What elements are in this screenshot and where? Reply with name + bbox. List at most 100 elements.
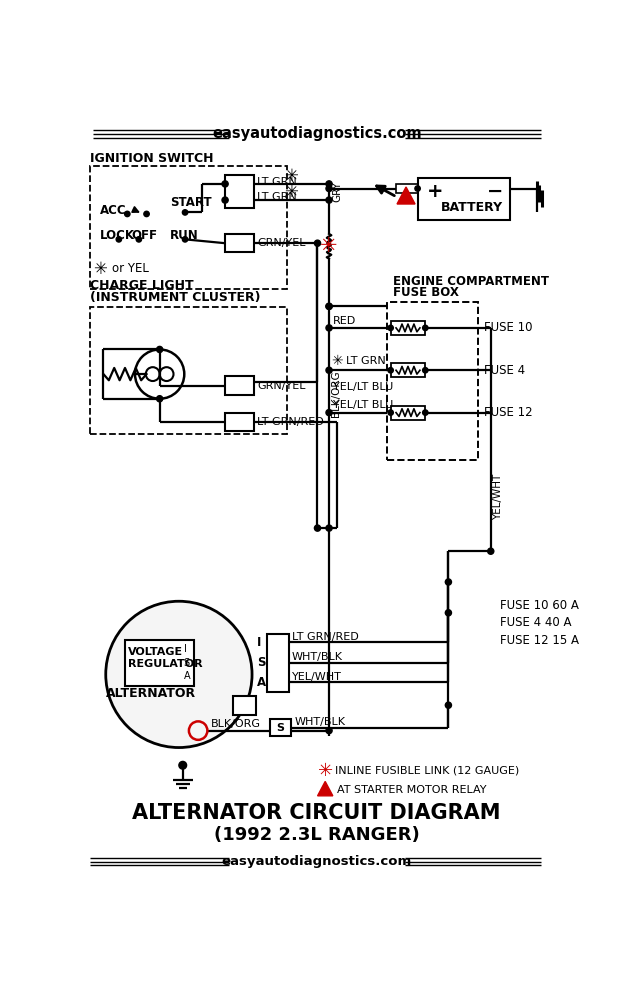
Text: RED: RED (333, 316, 356, 326)
Circle shape (326, 303, 332, 309)
Circle shape (388, 325, 393, 331)
Text: ✳: ✳ (318, 762, 332, 780)
Text: GRY: GRY (332, 181, 342, 202)
Bar (233, 696, 256, 715)
Text: ALTERNATOR: ALTERNATOR (106, 687, 196, 700)
Circle shape (315, 525, 321, 531)
Circle shape (446, 579, 452, 585)
Text: ✳: ✳ (284, 167, 298, 185)
Bar (125, 640, 194, 686)
Text: FUSE 12 15 A: FUSE 12 15 A (500, 634, 579, 647)
Text: AT STARTER MOTOR RELAY: AT STARTER MOTOR RELAY (337, 785, 486, 795)
Bar (391, 321, 425, 335)
Text: ✳: ✳ (284, 183, 298, 201)
Circle shape (106, 601, 252, 748)
Text: (1992 2.3L RANGER): (1992 2.3L RANGER) (214, 826, 420, 844)
Circle shape (222, 197, 228, 203)
Text: LT GRN: LT GRN (258, 177, 297, 187)
Text: (INSTRUMENT CLUSTER): (INSTRUMENT CLUSTER) (90, 291, 261, 304)
Text: RUN: RUN (170, 229, 198, 242)
Text: FUSE 4 40 A: FUSE 4 40 A (500, 616, 572, 629)
Text: FUSE 10: FUSE 10 (484, 321, 532, 334)
Text: or YEL: or YEL (112, 262, 149, 275)
Text: FUSE 4: FUSE 4 (484, 364, 525, 377)
Circle shape (125, 211, 130, 217)
Circle shape (423, 410, 428, 415)
Text: YEL/LT BLU: YEL/LT BLU (333, 382, 393, 392)
Circle shape (315, 240, 321, 246)
Polygon shape (318, 781, 333, 796)
Text: +: + (427, 182, 443, 201)
Circle shape (136, 237, 142, 242)
Text: S: S (276, 723, 284, 733)
Circle shape (326, 525, 332, 531)
Circle shape (423, 368, 428, 373)
Text: ALTERNATOR CIRCUIT DIAGRAM: ALTERNATOR CIRCUIT DIAGRAM (132, 803, 501, 823)
Circle shape (446, 610, 452, 616)
Bar (225, 234, 255, 252)
Circle shape (326, 728, 332, 734)
Bar (269, 719, 291, 736)
Text: BLK/ORG: BLK/ORG (331, 370, 341, 417)
Text: S: S (256, 656, 265, 669)
Text: CHARGE LIGHT: CHARGE LIGHT (90, 279, 194, 292)
Circle shape (388, 368, 393, 373)
Text: START: START (170, 196, 211, 209)
Text: I: I (256, 636, 261, 649)
Text: OFF: OFF (131, 229, 157, 242)
Text: IGNITION SWITCH: IGNITION SWITCH (90, 152, 214, 165)
Text: ✳: ✳ (93, 260, 106, 278)
Circle shape (182, 237, 188, 242)
Text: LT GRN/RED: LT GRN/RED (292, 632, 359, 642)
Text: BLK/ORG: BLK/ORG (211, 719, 260, 729)
Text: easyautodiagnostics.com: easyautodiagnostics.com (212, 126, 421, 141)
Text: −: − (487, 182, 503, 201)
Circle shape (179, 761, 187, 769)
Text: WHT/BLK: WHT/BLK (292, 652, 343, 662)
Bar (90, 166, 287, 289)
Circle shape (326, 325, 332, 331)
Text: WHT/BLK: WHT/BLK (294, 717, 345, 727)
Polygon shape (397, 187, 415, 204)
Text: YEL/WHT: YEL/WHT (292, 672, 342, 682)
Circle shape (326, 367, 332, 373)
Circle shape (326, 197, 332, 203)
Circle shape (182, 210, 188, 215)
Text: FUSE 10 60 A: FUSE 10 60 A (500, 599, 579, 612)
Circle shape (415, 186, 420, 191)
Text: GRN/YEL: GRN/YEL (258, 238, 306, 248)
Text: I: I (184, 644, 187, 654)
Text: VOLTAGE: VOLTAGE (128, 647, 183, 657)
Text: easyautodiagnostics.com: easyautodiagnostics.com (222, 855, 412, 868)
Text: FUSE BOX: FUSE BOX (393, 286, 459, 299)
Circle shape (326, 303, 332, 309)
Bar (387, 302, 478, 460)
Circle shape (222, 181, 228, 187)
Text: BATTERY: BATTERY (441, 201, 503, 214)
Bar (225, 376, 255, 395)
Text: INLINE FUSIBLE LINK (12 GAUGE): INLINE FUSIBLE LINK (12 GAUGE) (335, 766, 520, 776)
Circle shape (326, 181, 332, 187)
Bar (225, 175, 255, 208)
Bar (418, 178, 510, 220)
Text: ✳: ✳ (320, 236, 338, 256)
Bar (268, 634, 289, 692)
Circle shape (326, 185, 332, 192)
Text: FUSE 12: FUSE 12 (484, 406, 533, 419)
Bar (225, 413, 255, 431)
Text: ACC: ACC (100, 204, 127, 217)
Bar (391, 406, 425, 420)
Text: ENGINE COMPARTMENT: ENGINE COMPARTMENT (393, 275, 549, 288)
Text: REGULATOR: REGULATOR (128, 659, 203, 669)
Text: S: S (184, 658, 190, 668)
Bar (90, 307, 287, 434)
Circle shape (116, 237, 122, 242)
Text: YEL/LT BLU: YEL/LT BLU (333, 400, 393, 410)
Text: LT GRN/RED: LT GRN/RED (258, 417, 324, 427)
Circle shape (144, 211, 150, 217)
Text: A: A (184, 671, 190, 681)
Text: GRN/YEL: GRN/YEL (258, 381, 306, 391)
Text: A: A (256, 676, 266, 689)
Text: LT GRN: LT GRN (346, 356, 386, 366)
Circle shape (156, 346, 163, 353)
